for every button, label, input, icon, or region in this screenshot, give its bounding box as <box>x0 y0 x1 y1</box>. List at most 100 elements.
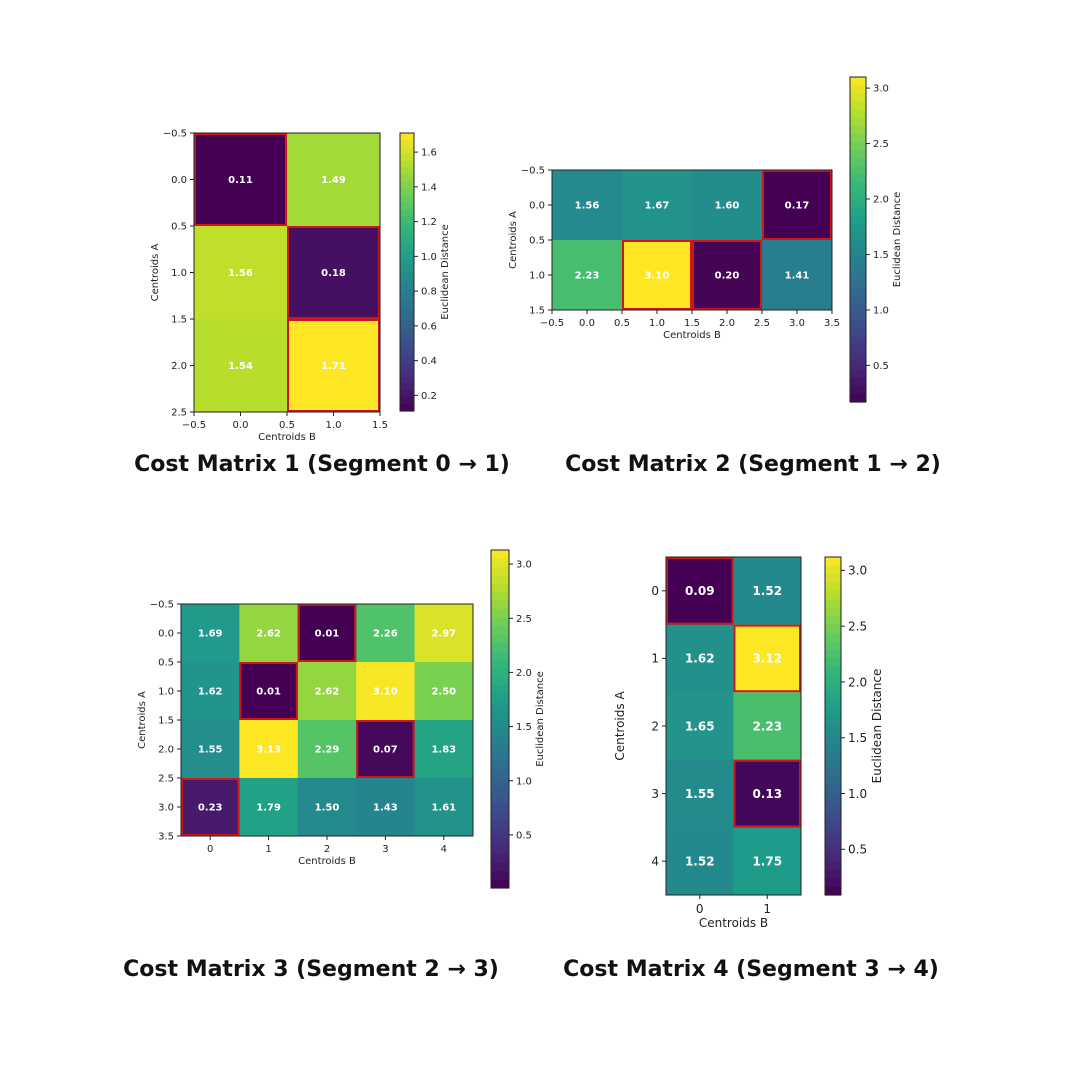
cost-matrix-3-cell <box>414 720 474 779</box>
cost-matrix-2-colorbar-segment <box>850 345 866 354</box>
cost-matrix-2-cell <box>762 170 833 241</box>
cost-matrix-3-cell <box>356 720 416 779</box>
cost-matrix-2-colorbar-segment <box>850 312 866 322</box>
cost-matrix-1-colorbar-segment <box>400 251 414 259</box>
cost-matrix-4-cell <box>733 557 802 626</box>
cost-matrix-1-colorbar-segment <box>400 362 414 370</box>
cost-matrix-1-y-axis-label: Centroids A <box>150 243 161 301</box>
cost-matrix-4-colorbar-tick-label: 0.5 <box>848 843 867 857</box>
cost-matrix-4-x-tick-label: 0 <box>696 902 704 916</box>
cost-matrix-1-colorbar-segment <box>400 230 414 238</box>
cost-matrix-1-colorbar-segment <box>400 160 414 169</box>
cost-matrix-3-colorbar-tick-label: 0.5 <box>516 831 532 842</box>
cost-matrix-2-colorbar-segment <box>850 337 866 346</box>
cost-matrix-1-x-tick-label: −0.5 <box>182 420 206 431</box>
cost-matrix-1-colorbar-segment <box>400 341 414 350</box>
cost-matrix-4-colorbar-tick-label: 2.0 <box>848 675 867 689</box>
cost-matrix-4-x-axis-label: Centroids B <box>699 916 768 930</box>
cost-matrix-3-cell <box>414 778 474 837</box>
cost-matrix-3-colorbar-segment <box>491 786 509 796</box>
cost-matrix-2-colorbar-segment <box>850 393 866 403</box>
cost-matrix-1-colorbar-segment <box>400 181 414 190</box>
cost-matrix-3-colorbar-label: Euclidean Distance <box>535 671 546 767</box>
cost-matrix-3-cell <box>181 662 240 721</box>
cost-matrix-2-match-highlight <box>692 240 762 310</box>
cost-matrix-2-cell <box>622 240 693 311</box>
cost-matrix-1-y-tick-label: 0.0 <box>171 175 187 186</box>
cost-matrix-1-colorbar-segment <box>400 397 414 405</box>
cost-matrix-4-y-tick-label: 0 <box>651 584 659 598</box>
cost-matrix-3-y-tick-label: 3.5 <box>158 832 174 843</box>
cost-matrix-2-colorbar-tick-label: 2.5 <box>873 139 889 150</box>
cost-matrix-3-cell <box>414 604 474 663</box>
cost-matrix-1-match-highlight <box>287 319 380 412</box>
cost-matrix-3-x-axis-label: Centroids B <box>298 856 356 867</box>
cost-matrix-2-colorbar-segment <box>850 125 866 135</box>
cost-matrix-1-cell-label: 1.71 <box>321 361 346 372</box>
cost-matrix-4-colorbar-segment <box>825 852 841 862</box>
cost-matrix-3-cell-label: 2.62 <box>315 687 340 698</box>
cost-matrix-1-colorbar-segment <box>400 174 414 183</box>
cost-matrix-2-cell-label: 2.23 <box>575 271 600 282</box>
cost-matrix-1-cell <box>287 226 381 320</box>
cost-matrix-4-colorbar-segment <box>825 590 841 600</box>
cost-matrix-4-colorbar-segment <box>825 616 841 626</box>
cost-matrix-3-cell <box>181 604 240 663</box>
cost-matrix-3-colorbar-segment <box>491 820 509 830</box>
cost-matrix-2-x-tick-label: 0.0 <box>579 318 595 329</box>
cost-matrix-4-colorbar-segment <box>825 658 841 668</box>
cost-matrix-2-colorbar-segment <box>850 320 866 330</box>
cost-matrix-2-colorbar-segment <box>850 85 866 94</box>
cost-matrix-1-colorbar-segment <box>400 188 414 197</box>
cost-matrix-1-colorbar-segment <box>400 278 414 287</box>
cost-matrix-3-cell <box>297 720 357 779</box>
cost-matrix-3-cell <box>297 662 357 721</box>
cost-matrix-2-cell <box>552 240 623 311</box>
cost-matrix-2-colorbar-segment <box>850 182 866 192</box>
cost-matrix-3-cell-label: 0.01 <box>315 629 340 640</box>
cost-matrix-3-colorbar-segment <box>491 795 509 805</box>
cost-matrix-3-cell <box>239 778 299 837</box>
cost-matrix-2-colorbar-segment <box>850 142 866 151</box>
cost-matrix-3-y-tick-label: 1.5 <box>158 716 174 727</box>
cost-matrix-4-colorbar-tick-label: 1.5 <box>848 731 867 745</box>
cost-matrix-1-x-axis-label: Centroids B <box>258 432 316 443</box>
cost-matrix-3-cell-label: 1.83 <box>431 745 456 756</box>
cost-matrix-4-colorbar-segment <box>825 835 841 845</box>
cost-matrix-1-colorbar-frame <box>399 132 415 412</box>
cost-matrix-3-colorbar-segment <box>491 600 509 610</box>
cost-matrix-4-colorbar-segment <box>825 700 841 710</box>
cost-matrix-2-x-tick-label: 0.5 <box>614 318 630 329</box>
cost-matrix-4-colorbar-segment <box>825 573 841 583</box>
cost-matrix-4-cell-label: 1.55 <box>685 787 715 801</box>
cost-matrix-4-colorbar-segment <box>825 692 841 702</box>
cost-matrix-3-cell <box>414 662 474 721</box>
cost-matrix-4-colorbar-segment <box>825 557 841 567</box>
cost-matrix-3-colorbar-segment <box>491 719 509 729</box>
cost-matrix-3-x-tick-label: 0 <box>207 844 213 855</box>
cost-matrix-3-colorbar-segment <box>491 609 509 619</box>
cost-matrix-3-y-tick-label: 2.5 <box>158 774 174 785</box>
cost-matrix-3-colorbar-segment <box>491 685 509 695</box>
cost-matrix-2-colorbar-segment <box>850 166 866 176</box>
cost-matrix-2-x-tick-label: 3.0 <box>789 318 805 329</box>
cost-matrix-2-colorbar-segment <box>850 231 866 241</box>
cost-matrix-4-y-tick-label: 4 <box>651 855 659 869</box>
cost-matrix-1-match-highlight <box>287 226 380 319</box>
cost-matrix-4-colorbar-segment <box>825 827 841 837</box>
cost-matrix-2-colorbar-segment <box>850 215 866 224</box>
cost-matrix-1-colorbar-segment <box>400 133 414 141</box>
cost-matrix-1-cell <box>287 319 381 413</box>
cost-matrix-3-colorbar-segment <box>491 752 509 762</box>
cost-matrix-3-colorbar-segment <box>491 871 509 881</box>
cost-matrix-3-colorbar-segment <box>491 651 509 661</box>
cost-matrix-3-y-tick-label: −0.5 <box>150 600 174 611</box>
cost-matrix-3-colorbar-tick-label: 2.0 <box>516 668 532 679</box>
cost-matrix-4-cell-label: 1.65 <box>685 719 715 733</box>
cost-matrix-2-colorbar-segment <box>850 198 866 208</box>
cost-matrix-1-colorbar-segment <box>400 376 414 384</box>
cost-matrix-1-x-tick-label: 0.5 <box>279 420 295 431</box>
cost-matrix-3-match-highlight <box>239 662 298 720</box>
cost-matrix-4-colorbar-segment <box>825 768 841 778</box>
cost-matrix-3-colorbar-segment <box>491 583 509 593</box>
